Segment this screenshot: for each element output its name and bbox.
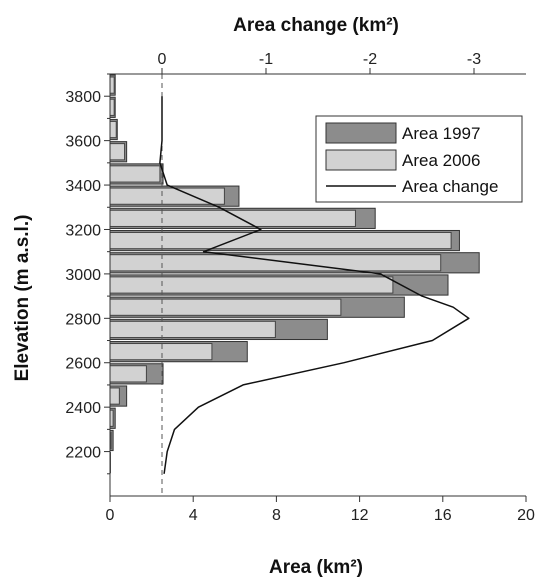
- bar-area-2006: [109, 120, 117, 139]
- bottom-tick-label: 4: [189, 507, 198, 524]
- bar-area-2006: [109, 320, 276, 339]
- bar-area-2006: [109, 254, 442, 272]
- bar-area-2006: [109, 298, 342, 316]
- bottom-tick-label: 16: [434, 507, 452, 524]
- left-tick-label: 3800: [65, 89, 101, 106]
- bar-area-2006: [109, 276, 394, 294]
- top-tick-label: -2: [363, 51, 377, 68]
- bottom-tick-label: 8: [272, 507, 281, 524]
- bottom-tick-label: 12: [351, 507, 369, 524]
- bar-area-2006: [109, 76, 115, 94]
- bar-area-2006: [109, 387, 120, 405]
- left-tick-label: 2800: [65, 311, 101, 328]
- top-tick-label: -3: [467, 51, 481, 68]
- legend-swatch-2006: [325, 149, 397, 171]
- left-tick-label: 3600: [65, 134, 101, 151]
- bottom-tick-label: 0: [106, 507, 115, 524]
- bottom-axis-title: Area (km²): [269, 557, 363, 578]
- legend: Area 1997 Area 2006 Area change: [315, 115, 523, 203]
- left-tick-label: 2600: [65, 356, 101, 373]
- legend-label-1997: Area 1997: [402, 124, 480, 143]
- left-tick-label: 2200: [65, 445, 101, 462]
- left-tick-label: 2400: [65, 400, 101, 417]
- axes-layer: 0 4 8 12 16 20 0 -1 -2 -3 2200 2400 2600 2800 3000 3200…: [65, 51, 535, 524]
- top-tick-label: 0: [158, 51, 167, 68]
- bar-area-2006: [109, 209, 356, 227]
- bar-area-2006: [109, 365, 147, 383]
- bar-area-2006: [109, 231, 452, 250]
- top-tick-label: -1: [259, 51, 273, 68]
- area-change-line-layer: [159, 96, 470, 474]
- left-axis-title: Elevation (m a.s.l.): [12, 215, 33, 382]
- bar-area-2006: [109, 343, 213, 361]
- bar-area-2006: [109, 165, 161, 183]
- bar-area-2006: [109, 143, 126, 161]
- left-tick-label: 3400: [65, 178, 101, 195]
- bars-layer: [109, 74, 480, 474]
- bottom-tick-label: 20: [517, 507, 535, 524]
- legend-swatch-1997: [325, 122, 397, 144]
- legend-label-area-change: Area change: [402, 177, 498, 196]
- area-change-line: [159, 96, 470, 474]
- left-tick-label: 3000: [65, 267, 101, 284]
- top-axis-title: Area change (km²): [233, 15, 399, 36]
- bar-area-2006: [109, 98, 115, 116]
- left-tick-label: 3200: [65, 222, 101, 239]
- legend-label-2006: Area 2006: [402, 151, 480, 170]
